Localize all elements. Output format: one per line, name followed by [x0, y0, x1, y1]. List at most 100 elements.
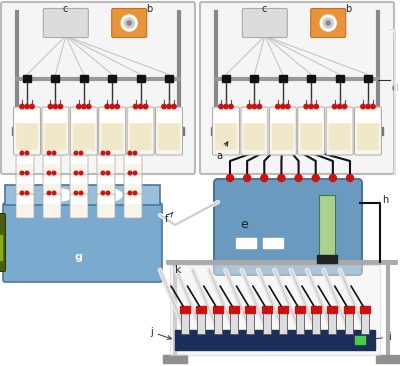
FancyBboxPatch shape: [70, 107, 97, 155]
Bar: [230, 312, 238, 334]
Circle shape: [121, 15, 137, 31]
Circle shape: [329, 175, 336, 182]
Text: c: c: [63, 4, 68, 14]
Bar: [44, 177, 60, 184]
Circle shape: [47, 191, 51, 195]
Bar: [12, 127, 22, 135]
Bar: [373, 127, 383, 135]
Bar: [345, 312, 353, 334]
Bar: [44, 197, 60, 204]
Circle shape: [326, 21, 330, 25]
Text: b: b: [345, 4, 352, 14]
Bar: [360, 306, 370, 313]
Bar: [213, 306, 223, 313]
FancyBboxPatch shape: [3, 203, 162, 282]
Bar: [263, 238, 283, 248]
Bar: [0, 235, 2, 260]
FancyBboxPatch shape: [272, 123, 294, 150]
Circle shape: [144, 104, 148, 109]
Bar: [51, 75, 59, 82]
Circle shape: [82, 104, 86, 109]
Circle shape: [167, 104, 171, 109]
Circle shape: [53, 104, 58, 109]
Circle shape: [20, 151, 24, 155]
Bar: [23, 75, 31, 82]
Bar: [175, 330, 375, 350]
Bar: [80, 75, 88, 82]
Bar: [299, 111, 323, 123]
Bar: [157, 111, 181, 123]
Circle shape: [257, 104, 262, 109]
Text: a: a: [216, 142, 228, 161]
Circle shape: [229, 104, 233, 109]
FancyBboxPatch shape: [112, 8, 147, 37]
Bar: [72, 111, 96, 123]
FancyBboxPatch shape: [14, 107, 40, 155]
Bar: [71, 177, 87, 184]
Text: f: f: [165, 212, 173, 224]
FancyBboxPatch shape: [43, 174, 61, 198]
FancyBboxPatch shape: [124, 194, 142, 218]
Polygon shape: [5, 185, 160, 205]
Bar: [376, 355, 400, 363]
Bar: [296, 312, 304, 334]
Text: c: c: [262, 4, 267, 14]
Circle shape: [219, 104, 223, 109]
Circle shape: [101, 191, 105, 195]
Circle shape: [371, 104, 375, 109]
Text: i: i: [369, 332, 391, 342]
FancyBboxPatch shape: [326, 107, 353, 155]
Bar: [328, 111, 352, 123]
Bar: [71, 197, 87, 204]
Circle shape: [58, 104, 62, 109]
FancyBboxPatch shape: [124, 174, 142, 198]
Bar: [197, 312, 205, 334]
Bar: [246, 312, 254, 334]
Circle shape: [20, 171, 24, 175]
Circle shape: [342, 104, 347, 109]
Bar: [98, 157, 114, 164]
Bar: [242, 111, 266, 123]
Bar: [174, 127, 184, 135]
FancyBboxPatch shape: [99, 107, 126, 155]
Circle shape: [77, 104, 81, 109]
Circle shape: [48, 104, 53, 109]
Bar: [170, 265, 380, 355]
Bar: [364, 75, 372, 82]
FancyBboxPatch shape: [0, 213, 6, 272]
Circle shape: [314, 104, 318, 109]
FancyBboxPatch shape: [97, 194, 115, 218]
Circle shape: [128, 151, 132, 155]
FancyBboxPatch shape: [16, 154, 34, 178]
Bar: [17, 177, 33, 184]
FancyBboxPatch shape: [156, 107, 182, 155]
FancyBboxPatch shape: [127, 107, 154, 155]
Circle shape: [106, 171, 110, 175]
Bar: [311, 306, 321, 313]
Circle shape: [25, 151, 29, 155]
Bar: [214, 111, 238, 123]
Bar: [319, 195, 335, 257]
Circle shape: [361, 104, 365, 109]
Bar: [214, 312, 222, 334]
Bar: [196, 306, 206, 313]
Bar: [15, 111, 39, 123]
Circle shape: [105, 104, 109, 109]
Circle shape: [295, 175, 302, 182]
FancyBboxPatch shape: [102, 123, 123, 150]
Circle shape: [25, 171, 29, 175]
Text: e: e: [240, 218, 248, 231]
Circle shape: [133, 151, 137, 155]
Circle shape: [278, 175, 285, 182]
Text: g: g: [75, 252, 83, 262]
FancyBboxPatch shape: [97, 174, 115, 198]
Circle shape: [74, 151, 78, 155]
Bar: [361, 312, 369, 334]
FancyBboxPatch shape: [42, 107, 69, 155]
Bar: [279, 312, 287, 334]
Bar: [246, 306, 256, 313]
Bar: [328, 312, 336, 334]
Ellipse shape: [48, 189, 72, 201]
FancyBboxPatch shape: [124, 154, 142, 178]
Circle shape: [338, 104, 342, 109]
